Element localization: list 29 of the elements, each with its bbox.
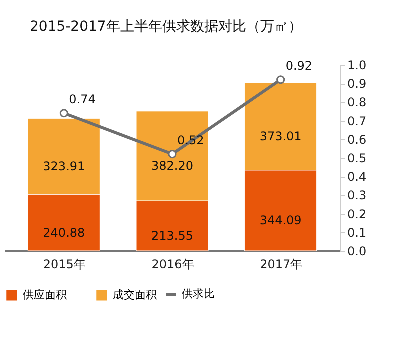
legend-label: 供求比 bbox=[182, 288, 215, 300]
y2-tick-label: 1.0 bbox=[348, 58, 367, 72]
data-label: 382.20 bbox=[152, 159, 194, 174]
y2-tick-label: 0.8 bbox=[348, 96, 367, 110]
y2-tick-label: 0.2 bbox=[348, 207, 367, 222]
y2-tick-label: 0.4 bbox=[348, 170, 367, 184]
data-label: 0.74 bbox=[69, 92, 96, 106]
y2-tick-label: 0.9 bbox=[348, 77, 367, 92]
y2-tick-label: 0.7 bbox=[348, 114, 367, 128]
data-label: 213.55 bbox=[152, 228, 194, 243]
y2-tick-label: 0.5 bbox=[348, 152, 367, 166]
point bbox=[276, 76, 286, 84]
data-label: 344.09 bbox=[260, 214, 302, 228]
y2-tick-label: 0.0 bbox=[348, 244, 367, 258]
chart-title: 2015-2017年上半年供求数据对比（万㎡） bbox=[30, 19, 302, 35]
point bbox=[168, 150, 177, 159]
x-tick-label: 2016年 bbox=[152, 258, 194, 272]
y2-tick-label: 0.3 bbox=[348, 188, 367, 203]
legend-label: 供应面积 bbox=[23, 288, 67, 302]
point bbox=[60, 109, 68, 118]
y2-tick-label: 0.1 bbox=[348, 226, 367, 240]
x-tick-label: 2015年 bbox=[43, 258, 86, 272]
x-tick-label: 2017年 bbox=[260, 258, 303, 272]
data-label: 240.88 bbox=[43, 226, 86, 240]
data-label: 373.01 bbox=[260, 130, 302, 144]
legend-label: 成交面积 bbox=[113, 288, 157, 302]
data-label: 0.92 bbox=[286, 58, 313, 73]
data-label: 323.91 bbox=[43, 160, 86, 174]
y2-tick-label: 0.6 bbox=[348, 132, 367, 147]
